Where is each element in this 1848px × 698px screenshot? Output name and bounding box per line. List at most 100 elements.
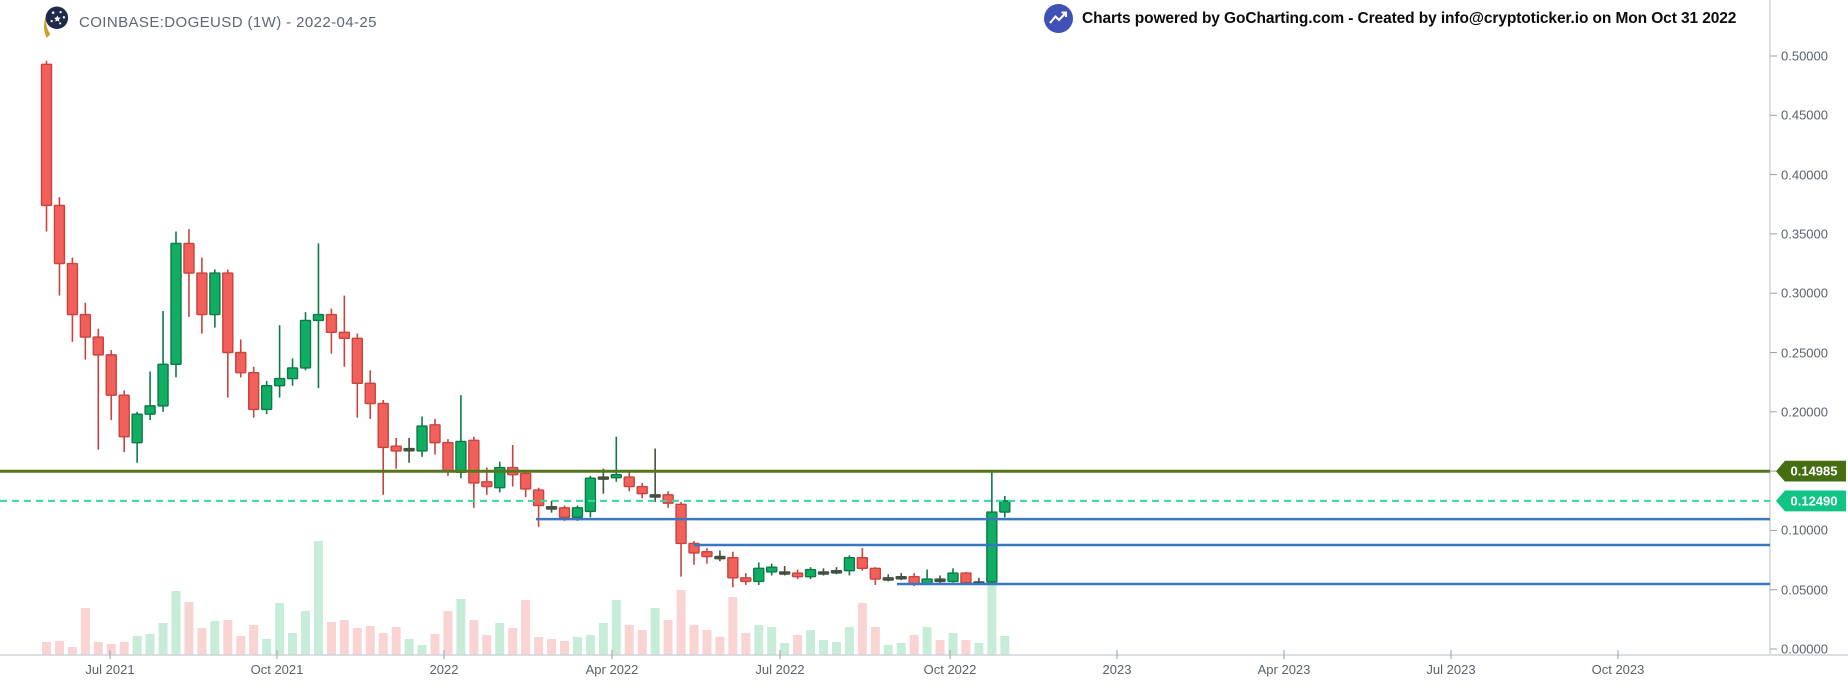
volume-bar <box>326 622 336 655</box>
volume-bar <box>883 645 893 655</box>
volume-bar <box>754 625 764 655</box>
volume-bar <box>715 637 725 655</box>
candle-body <box>455 440 467 473</box>
volume-bar <box>741 633 751 655</box>
volume-bar <box>67 647 77 655</box>
candle-body <box>766 566 778 573</box>
volume-bar <box>857 603 867 655</box>
volume-bar <box>378 633 388 655</box>
volume-bar <box>650 608 660 655</box>
candle-body <box>584 477 597 513</box>
volume-bar <box>547 639 557 655</box>
volume-bar <box>119 642 129 655</box>
candle-body <box>299 319 312 369</box>
candle-body <box>675 503 687 545</box>
candle-body <box>118 394 130 438</box>
volume-bar <box>572 637 582 655</box>
candle-body <box>416 425 428 452</box>
volume-bar <box>831 642 841 655</box>
candle-body <box>92 336 105 356</box>
volume-bar <box>521 600 531 655</box>
candle-body <box>468 439 480 484</box>
volume-bar <box>391 627 401 655</box>
volume-bar <box>249 625 259 655</box>
y-axis-tick-label: 0.20000 <box>1781 404 1828 420</box>
candle-body <box>960 572 972 584</box>
volume-bar <box>508 628 518 655</box>
trending-up-icon <box>1044 4 1073 33</box>
candle-body <box>442 441 454 472</box>
candle-body <box>519 472 532 490</box>
x-axis-tick-label: 2023 <box>1102 662 1132 677</box>
volume-bar <box>585 635 595 655</box>
candle-body <box>351 337 363 385</box>
candle-body <box>235 351 247 374</box>
x-axis-tick-label: Oct 2023 <box>1591 662 1645 677</box>
candle-body <box>791 572 804 578</box>
x-axis-tick-label: 2022 <box>429 662 459 677</box>
y-axis-tick-label: 0.45000 <box>1781 107 1828 123</box>
candle-body <box>947 572 959 583</box>
candle-body <box>312 313 325 322</box>
candle-body <box>856 556 869 570</box>
candle-body <box>714 555 726 560</box>
volume-bar <box>534 637 544 655</box>
candle-body <box>183 242 195 274</box>
volume-bar <box>961 640 971 655</box>
volume-bar <box>909 635 919 655</box>
candle-body <box>882 577 894 581</box>
candle-body <box>364 382 376 405</box>
volume-bar <box>223 620 233 655</box>
volume-bar <box>301 611 310 655</box>
volume-bar <box>443 611 453 655</box>
volume-bar <box>417 645 427 655</box>
candle-body <box>740 577 752 583</box>
y-axis-tick-label: 0.05000 <box>1781 582 1828 598</box>
candle-body <box>429 424 441 444</box>
cryptoticker-logo <box>40 5 70 39</box>
x-axis-tick-label: Oct 2022 <box>923 662 977 677</box>
volume-bar <box>275 603 285 655</box>
candle-body <box>481 481 493 488</box>
candle-body <box>623 476 635 488</box>
candle-body <box>286 367 299 380</box>
attribution-bar: Charts powered by GoCharting.com - Creat… <box>1044 4 1736 33</box>
volume-bar <box>844 627 854 655</box>
y-axis-tick-label: 0.35000 <box>1781 226 1828 242</box>
candle-body <box>986 511 998 583</box>
candle-body <box>325 313 338 334</box>
candle-body <box>571 507 584 519</box>
volume-bar <box>236 636 246 655</box>
candle-body <box>662 494 674 504</box>
candle-body <box>869 567 881 580</box>
candle-body <box>260 385 273 411</box>
candle-body <box>830 570 843 574</box>
volume-bar <box>663 620 673 655</box>
volume-bar <box>896 643 906 655</box>
candle-body <box>817 571 830 575</box>
volume-bar <box>482 635 492 655</box>
volume-bar <box>469 620 479 655</box>
y-axis-tick-label: 0.10000 <box>1781 522 1828 538</box>
y-axis-tick-label: 0.00000 <box>1781 641 1828 657</box>
candle-body <box>753 567 765 583</box>
candle-body <box>66 262 79 316</box>
symbol-title: COINBASE:DOGEUSD (1W) - 2022-04-25 <box>79 13 377 31</box>
volume-bar <box>611 600 621 655</box>
candle-body <box>908 575 920 585</box>
x-axis-tick-label: Jul 2022 <box>755 662 805 677</box>
x-axis-tick-label: Apr 2022 <box>585 662 639 677</box>
chart-header: COINBASE:DOGEUSD (1W) - 2022-04-25 <box>40 5 377 39</box>
candle-body <box>247 371 260 411</box>
volume-bar <box>495 623 505 655</box>
volume-bar <box>637 630 647 655</box>
x-axis-tick-label: Oct 2021 <box>250 662 304 677</box>
volume-bar <box>106 644 116 655</box>
candle-body <box>727 556 739 579</box>
candle-body <box>610 473 622 479</box>
candle-body <box>636 485 648 495</box>
volume-bar <box>352 628 362 655</box>
candle-body <box>209 272 221 316</box>
